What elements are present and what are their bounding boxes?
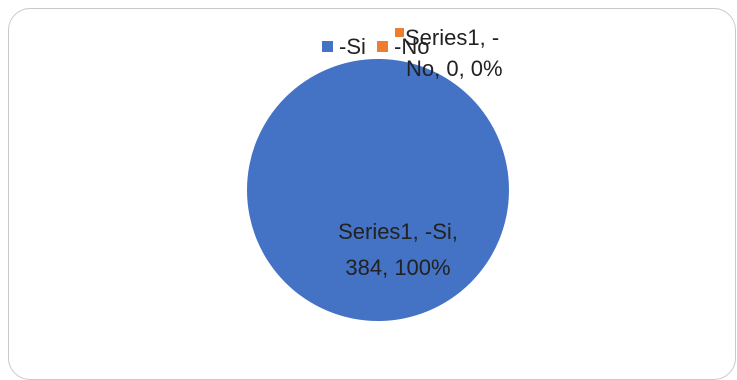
data-label-no-line2: No, 0, 0% (406, 56, 503, 81)
data-label-no: Series1, - No, 0, 0% (405, 25, 503, 81)
legend-swatch-si (322, 41, 333, 52)
legend-label-si: -Si (339, 34, 366, 59)
pie-chart: -Si -No Series1, - No, 0, 0% Series1, -S… (247, 25, 509, 321)
legend: -Si -No (322, 28, 429, 59)
data-label-no-line1: Series1, - (405, 25, 499, 50)
legend-label-no: -No (394, 34, 429, 59)
data-label-si-line2: 384, 100% (345, 255, 450, 280)
data-label-si-line1: Series1, -Si, (338, 219, 458, 244)
pie-slice-si (247, 59, 509, 321)
data-label-si: Series1, -Si, 384, 100% (338, 219, 458, 280)
pie-slices (247, 59, 509, 321)
no-slice-label-leader (395, 28, 404, 37)
legend-swatch-no (377, 41, 388, 52)
